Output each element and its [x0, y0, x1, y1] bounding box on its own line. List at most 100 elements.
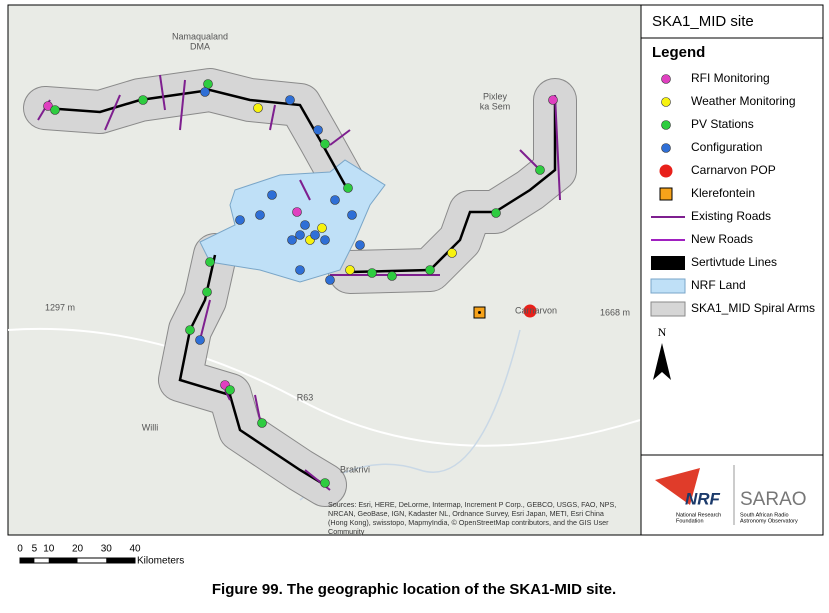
- site-marker: [235, 215, 245, 225]
- legend-label: Existing Roads: [691, 209, 771, 223]
- legend-symbol: [661, 143, 671, 153]
- road: [329, 129, 351, 146]
- place-label: Pixley: [483, 91, 508, 101]
- site-marker: [285, 95, 295, 105]
- scale-seg: [106, 558, 135, 563]
- legend-label: Configuration: [691, 140, 762, 154]
- legend-label: Carnarvon POP: [691, 163, 776, 177]
- site-marker: [185, 325, 195, 335]
- site-marker: [300, 220, 310, 230]
- legend-label: New Roads: [691, 232, 753, 246]
- road-bg: [7, 327, 641, 447]
- nrf-logo-text: NRF: [685, 489, 721, 508]
- sarao-sub: South African Radio: [740, 512, 789, 518]
- site-marker: [548, 95, 558, 105]
- road: [179, 79, 186, 131]
- place-label: Carnarvon: [515, 305, 557, 315]
- site-marker: [447, 248, 457, 258]
- legend-symbol: [650, 301, 686, 317]
- road: [159, 74, 166, 111]
- caption: Figure 99. The geographic location of th…: [212, 581, 616, 598]
- road: [104, 94, 121, 131]
- site-marker: [320, 478, 330, 488]
- site-marker: [292, 207, 302, 217]
- road: [254, 394, 261, 421]
- site-marker: [491, 208, 501, 218]
- site-marker: [138, 95, 148, 105]
- place-label: 1297 m: [45, 302, 75, 312]
- carnarvon-pop: [523, 304, 537, 318]
- legend-symbol: [650, 278, 686, 294]
- site-marker: [253, 103, 263, 113]
- place-label: DMA: [190, 41, 210, 51]
- scale-label: 20: [72, 544, 84, 555]
- scale-seg: [48, 558, 78, 563]
- site-marker: [343, 183, 353, 193]
- place-label: 1668 m: [600, 307, 630, 317]
- attribution: NRCAN, GeoBase, IGN, Kadaster NL, Ordnan…: [328, 509, 604, 518]
- site-marker: [225, 385, 235, 395]
- scale-label: 5: [32, 544, 38, 555]
- site-marker: [257, 418, 267, 428]
- site-marker: [205, 257, 215, 267]
- site-marker: [310, 230, 320, 240]
- legend-symbol: [659, 187, 673, 201]
- site-marker: [195, 335, 205, 345]
- place-label: Brakrivi: [340, 464, 370, 474]
- scale-label: 30: [101, 544, 113, 555]
- road: [199, 299, 211, 341]
- site-marker: [345, 265, 355, 275]
- legend-label: SKA1_MID Spiral Arms: [691, 301, 815, 315]
- klerefontein-dot: [478, 311, 481, 314]
- place-label: R63: [297, 392, 314, 402]
- legend-symbol: [651, 256, 685, 270]
- site-marker: [317, 223, 327, 233]
- nrf-sub: National Research: [676, 512, 721, 518]
- scale-seg: [20, 558, 35, 563]
- sarao-sub: Astronomy Observatory: [740, 518, 798, 524]
- place-label: Namaqualand: [172, 31, 228, 41]
- site-marker: [320, 139, 330, 149]
- site-marker: [295, 230, 305, 240]
- place-label: ka Sem: [480, 101, 511, 111]
- scale-label: 10: [43, 544, 55, 555]
- scale-label: 40: [129, 544, 141, 555]
- road: [299, 179, 311, 201]
- attribution: Sources: Esri, HERE, DeLorme, Intermap, …: [328, 500, 616, 509]
- site-marker: [387, 271, 397, 281]
- legend-label: Sertivtude Lines: [691, 255, 777, 269]
- legend-label: Weather Monitoring: [691, 94, 796, 108]
- site-marker: [367, 268, 377, 278]
- legend-label: PV Stations: [691, 117, 754, 131]
- site-marker: [355, 240, 365, 250]
- site-marker: [203, 79, 213, 89]
- site-marker: [295, 265, 305, 275]
- site-marker: [320, 235, 330, 245]
- legend-label: RFI Monitoring: [691, 71, 770, 85]
- north-label: N: [658, 325, 667, 339]
- site-marker: [347, 210, 357, 220]
- place-label: Willi: [142, 422, 159, 432]
- nrf-sub: Foundation: [676, 518, 704, 524]
- site-marker: [200, 87, 210, 97]
- road: [554, 94, 561, 201]
- servitude-line: [349, 100, 557, 274]
- site-marker: [287, 235, 297, 245]
- north-arrow: [653, 343, 671, 380]
- legend-symbol: [661, 120, 671, 130]
- site-marker: [255, 210, 265, 220]
- sarao-logo: SARAO: [740, 489, 807, 510]
- site-marker: [425, 265, 435, 275]
- scale-unit: Kilometers: [137, 556, 184, 567]
- site-marker: [330, 195, 340, 205]
- site-marker: [325, 275, 335, 285]
- legend-heading: Legend: [652, 44, 705, 61]
- site-marker: [535, 165, 545, 175]
- map-title: SKA1_MID site: [652, 13, 754, 30]
- attribution: Community: [328, 527, 365, 536]
- attribution: (Hong Kong), swisstopo, MapmyIndia, © Op…: [328, 518, 609, 527]
- site-marker: [313, 125, 323, 135]
- servitude-line: [178, 254, 326, 487]
- legend-symbol: [661, 74, 671, 84]
